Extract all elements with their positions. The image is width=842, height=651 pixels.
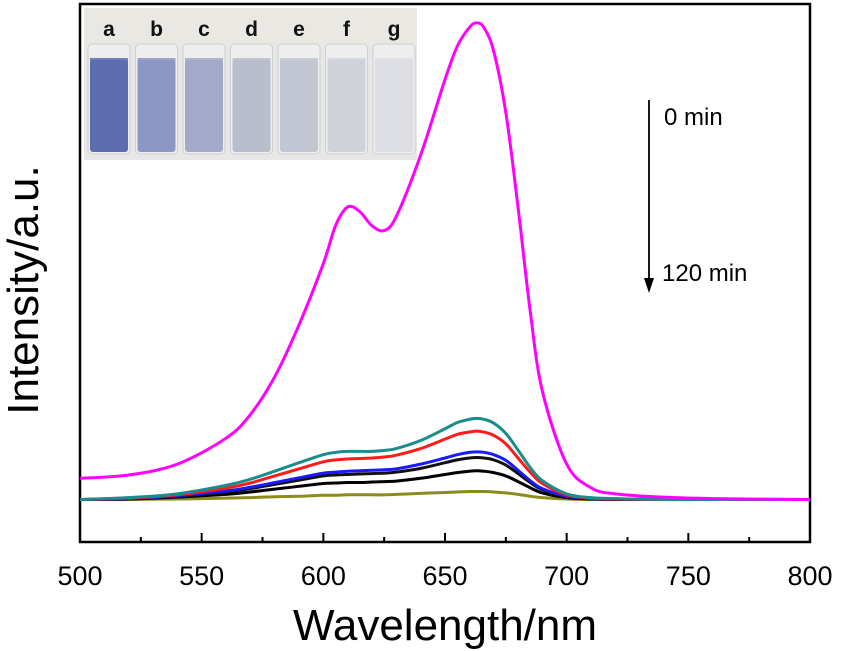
vial-label: a — [103, 18, 115, 41]
vial-label: d — [245, 18, 258, 41]
inset-top-band — [84, 8, 417, 48]
vial-liquid — [232, 60, 271, 152]
vial-meniscus — [232, 58, 271, 63]
vial-meniscus — [90, 58, 128, 63]
vial-label: f — [343, 18, 351, 41]
vial-meniscus — [375, 58, 413, 63]
arrow-end-label: 120 min — [662, 260, 747, 287]
vial-liquid — [280, 60, 318, 152]
arrow-start-label: 0 min — [664, 104, 723, 131]
x-tick-label: 550 — [179, 561, 224, 591]
vial-liquid — [185, 60, 223, 152]
curves-group — [79, 21, 811, 502]
spectrum-line-1 — [79, 21, 811, 502]
x-tick-label: 500 — [57, 561, 102, 591]
spectrum-line-3 — [79, 429, 810, 502]
vials-inset-photo: a b c d e f g — [84, 8, 417, 160]
x-tick-label: 750 — [666, 561, 711, 591]
vial-label: b — [150, 18, 163, 41]
x-tick-label: 650 — [422, 561, 467, 591]
vial-meniscus — [185, 58, 223, 63]
vial-meniscus — [280, 58, 318, 63]
vial-meniscus — [327, 58, 366, 63]
x-axis-ticks: 500 550 600 650 700 750 800 — [57, 533, 833, 591]
vial-label: c — [198, 18, 210, 41]
vial-label: g — [388, 18, 401, 41]
x-tick-label: 600 — [301, 561, 346, 591]
y-axis-label: Intensity/a.u. — [0, 165, 48, 414]
vial-liquid — [327, 60, 366, 152]
x-axis-label: Wavelength/nm — [293, 601, 597, 650]
vial-label: e — [293, 18, 305, 41]
x-tick-label: 800 — [787, 561, 832, 591]
vial-meniscus — [137, 58, 176, 63]
vial-liquid — [90, 60, 128, 152]
vial-liquid — [375, 60, 413, 152]
vial-liquid — [137, 60, 176, 152]
time-arrow-head — [644, 278, 654, 293]
spectrum-line-2 — [79, 416, 810, 502]
x-tick-label: 700 — [544, 561, 589, 591]
